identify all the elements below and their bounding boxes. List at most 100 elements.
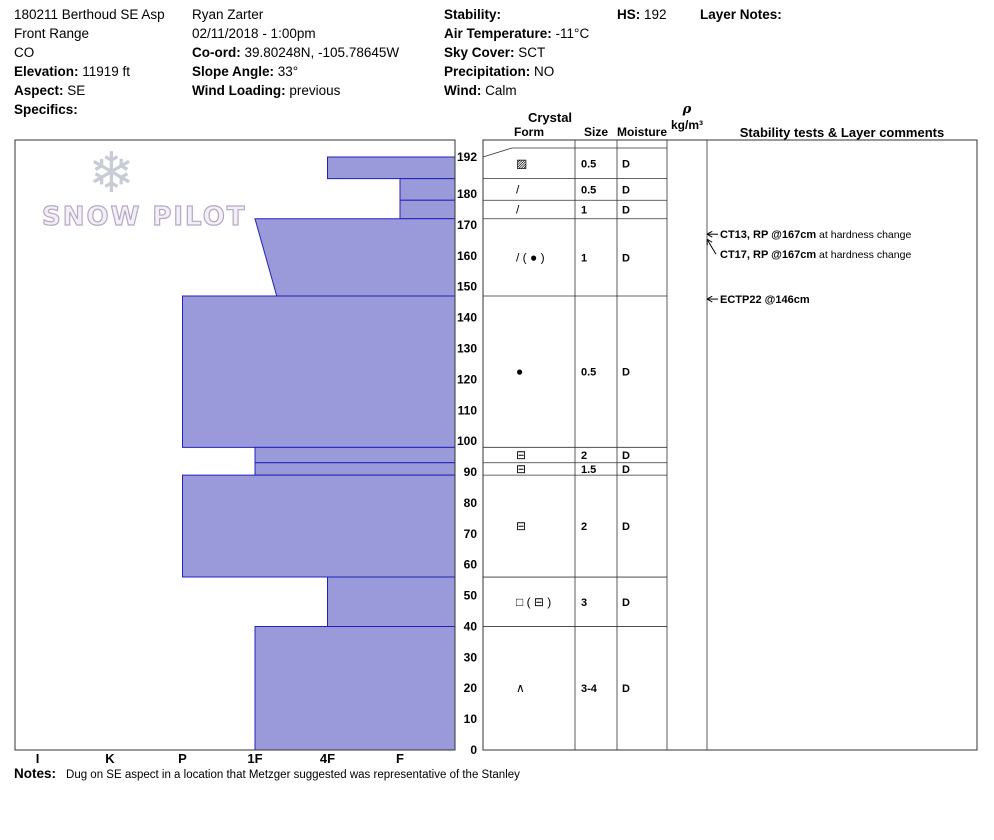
layer-bar (254, 446, 456, 464)
form-symbol: ⊟ (516, 462, 526, 476)
field-label: Air Temperature: (444, 26, 552, 41)
hardness-axis-label: K (105, 751, 115, 766)
depth-tick-label: 160 (457, 249, 477, 263)
grain-size-value: 1 (581, 252, 587, 264)
layer-bar (182, 295, 456, 448)
form-symbol: / ( ● ) (516, 250, 545, 264)
field-value: SE (63, 83, 86, 98)
chart-border (14, 139, 456, 751)
grain-size-value: 0.5 (581, 184, 596, 196)
field-value: NO (530, 64, 555, 79)
depth-tick-label: 10 (464, 712, 478, 726)
field-label: Wind: (444, 83, 482, 98)
layer-bar (399, 178, 456, 201)
stability-test-annotation: CT13, RP @167cm at hardness change (720, 229, 911, 241)
stability-test-annotation: CT17, RP @167cm at hardness change (720, 249, 911, 261)
moisture-value: D (622, 521, 630, 533)
date-time: 02/11/2018 - 1:00pm (192, 24, 399, 43)
field-value: Calm (481, 83, 517, 98)
depth-tick-label: 180 (457, 187, 477, 201)
grain-size-value: 2 (581, 450, 587, 462)
test-arrow-icon (706, 233, 713, 238)
depth-tick-label: 30 (464, 650, 478, 664)
depth-tick-label: 100 (457, 434, 477, 448)
coordinates-field: Co-ord: 39.80248N, -105.78645W (192, 43, 399, 62)
density-symbol-header: ρ (682, 102, 692, 117)
field-label: Sky Cover: (444, 45, 515, 60)
layer-bar (399, 199, 456, 220)
depth-tick-label: 90 (464, 465, 478, 479)
form-symbol: □ ( ⊟ ) (516, 595, 551, 609)
depth-tick-label: 130 (457, 341, 477, 355)
layer-bar (254, 462, 456, 476)
depth-tick-label: 110 (458, 403, 478, 417)
depth-tick-label: 150 (457, 280, 477, 294)
hardness-axis-label: F (396, 751, 404, 766)
specifics-field: Specifics: (14, 100, 165, 119)
stability-test-annotation: ECTP22 @146cm (720, 294, 810, 306)
field-label: Layer Notes: (700, 7, 782, 22)
crystal-column-header: Crystal (527, 110, 573, 125)
field-label: Slope Angle: (192, 64, 275, 79)
depth-tick-label: 170 (457, 218, 477, 232)
depth-tick-label: 50 (464, 589, 478, 603)
field-value: 192 (640, 7, 667, 22)
header-hs-column: HS: 192 (617, 5, 667, 24)
depth-tick-label: 0 (470, 743, 477, 757)
range-name: Front Range (14, 24, 165, 43)
moisture-value: D (622, 597, 630, 609)
sky-cover-field: Sky Cover: SCT (444, 43, 589, 62)
notes-text: Dug on SE aspect in a location that Metz… (66, 769, 520, 781)
test-arrow-icon (706, 230, 713, 235)
elevation-field: Elevation: 11919 ft (14, 62, 165, 81)
field-label: Specifics: (14, 102, 78, 117)
field-value: CO (14, 45, 35, 60)
precipitation-field: Precipitation: NO (444, 62, 589, 81)
layer-bar (327, 576, 456, 627)
layer-notes-field: Layer Notes: (700, 5, 782, 24)
field-label: Aspect: (14, 83, 64, 98)
depth-tick-label: 140 (457, 311, 477, 325)
moisture-value: D (622, 367, 630, 379)
depth-tick-label: 80 (464, 496, 478, 510)
header-observer-column: Ryan Zarter 02/11/2018 - 1:00pm Co-ord: … (192, 5, 399, 100)
field-label: Co-ord: (192, 45, 241, 60)
pit-name: 180211 Berthoud SE Asp (14, 5, 165, 24)
grain-size-value: 2 (581, 521, 587, 533)
notes-label: Notes: (14, 766, 57, 781)
hs-field: HS: 192 (617, 5, 667, 24)
depth-tick-label: 120 (457, 372, 477, 386)
test-arrow-icon (706, 238, 717, 255)
state-name: CO (14, 43, 165, 62)
form-symbol: ⊟ (516, 519, 526, 533)
wind-field: Wind: Calm (444, 81, 589, 100)
hardness-axis-label: 4F (320, 751, 335, 766)
stability-field: Stability: (444, 5, 589, 24)
wind-loading-field: Wind Loading: previous (192, 81, 399, 100)
hardness-axis-label: I (36, 751, 40, 766)
field-label: Wind Loading: (192, 83, 286, 98)
air-temperature-field: Air Temperature: -11°C (444, 24, 589, 43)
moisture-value: D (622, 184, 630, 196)
field-value: Front Range (14, 26, 90, 41)
header-layer-notes-column: Layer Notes: (700, 5, 782, 24)
field-value: 11919 ft (78, 64, 131, 79)
field-label: HS: (617, 7, 641, 22)
aspect-field: Aspect: SE (14, 81, 165, 100)
test-arrow-icon (706, 298, 713, 303)
field-value: 39.80248N, -105.78645W (240, 45, 400, 60)
layer-bar (254, 218, 456, 297)
field-value: Ryan Zarter (192, 7, 264, 22)
slope-angle-field: Slope Angle: 33° (192, 62, 399, 81)
field-label: Elevation: (14, 64, 79, 79)
observer-name: Ryan Zarter (192, 5, 399, 24)
form-symbol: ∧ (516, 681, 525, 695)
form-symbol: ⊟ (516, 448, 526, 462)
field-value: SCT (514, 45, 546, 60)
depth-tick-label: 70 (464, 527, 478, 541)
hardness-axis-label: 1F (247, 751, 262, 766)
stability-comments-header: Stability tests & Layer comments (739, 125, 945, 140)
moisture-column-header: Moisture (617, 125, 668, 139)
moisture-value: D (622, 464, 630, 476)
